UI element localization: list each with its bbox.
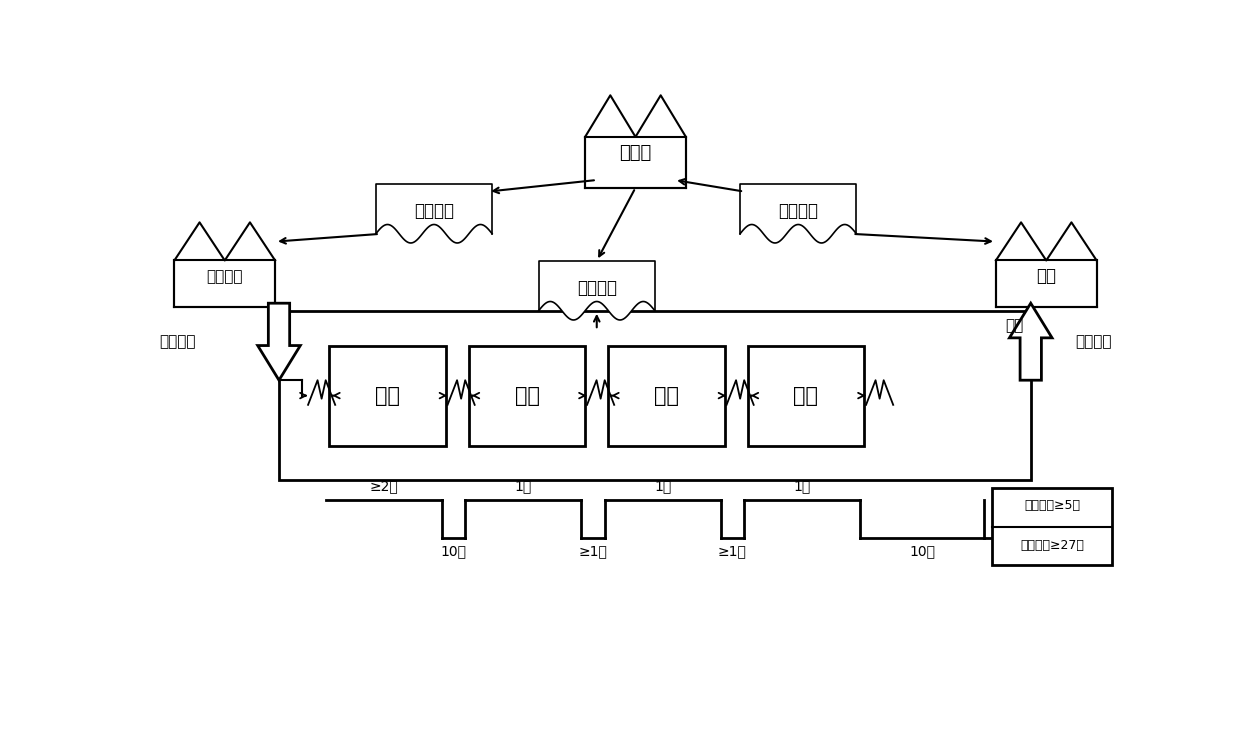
Polygon shape (376, 184, 492, 243)
Text: 电装: 电装 (515, 385, 539, 406)
Text: ≥1天: ≥1天 (578, 544, 608, 558)
Text: 车间: 车间 (1004, 318, 1023, 334)
Text: 表贴: 表贴 (374, 385, 401, 406)
Polygon shape (469, 345, 585, 445)
Text: 1天: 1天 (653, 480, 671, 493)
Text: 1天: 1天 (794, 480, 811, 493)
Text: 物流中心: 物流中心 (779, 201, 818, 220)
Polygon shape (992, 488, 1112, 565)
Polygon shape (258, 303, 300, 380)
Polygon shape (748, 345, 864, 445)
Text: 领料计划: 领料计划 (414, 201, 454, 220)
Text: ≥2天: ≥2天 (370, 480, 398, 493)
Text: 物流中心: 物流中心 (207, 269, 243, 284)
Polygon shape (585, 137, 686, 188)
Polygon shape (609, 345, 724, 445)
Polygon shape (1009, 303, 1052, 380)
Text: 两周一次: 两周一次 (1075, 334, 1112, 349)
Text: 1天: 1天 (515, 480, 532, 493)
Text: 两周一次: 两周一次 (159, 334, 196, 349)
Text: 加工时间≥5天: 加工时间≥5天 (1024, 499, 1080, 512)
Text: 生产计划: 生产计划 (577, 279, 616, 297)
Text: 10天: 10天 (909, 544, 935, 558)
Polygon shape (175, 261, 275, 307)
Text: 加工时间≥27天: 加工时间≥27天 (1021, 539, 1084, 553)
Text: 调试: 调试 (794, 385, 818, 406)
Polygon shape (279, 311, 1030, 480)
Polygon shape (330, 345, 445, 445)
Polygon shape (538, 261, 655, 320)
Polygon shape (996, 261, 1096, 307)
Text: 检验: 检验 (653, 385, 680, 406)
Text: 客户: 客户 (1037, 267, 1056, 285)
Text: 计划组: 计划组 (619, 144, 652, 162)
Text: ≥1天: ≥1天 (718, 544, 746, 558)
Polygon shape (740, 184, 857, 243)
Text: 10天: 10天 (440, 544, 466, 558)
